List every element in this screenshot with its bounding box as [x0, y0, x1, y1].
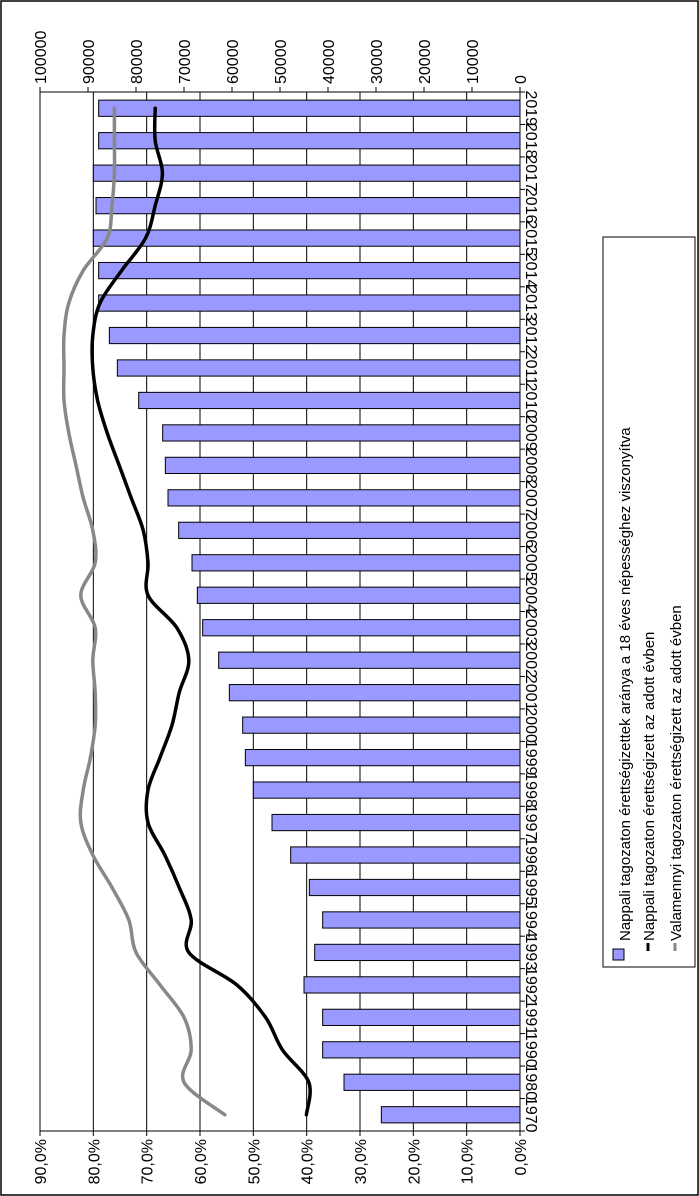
- bar: [228, 684, 521, 702]
- category-tick-label: 1995: [522, 870, 539, 906]
- category-tick-label: 2018: [522, 123, 539, 159]
- bar: [116, 359, 521, 377]
- legend-box: [602, 236, 696, 968]
- category-tick-label: 1991: [522, 1000, 539, 1036]
- secondary-tick-label: 70000: [177, 39, 194, 84]
- secondary-tick-label: 20000: [417, 39, 434, 84]
- bar: [95, 197, 521, 215]
- primary-tick-label: 10,0%: [460, 1139, 477, 1184]
- line-series: [61, 106, 312, 1117]
- bar: [98, 132, 521, 150]
- bar: [98, 261, 521, 280]
- category-tick-label: 1999: [522, 740, 539, 776]
- legend-label-gray-line: Valamennyi tagozaton érettségizett az ad…: [668, 605, 685, 941]
- legend: Nappali tagozaton érettségizettek aránya…: [602, 236, 696, 968]
- legend-label-bar: Nappali tagozaton érettségizettek aránya…: [617, 427, 634, 941]
- bar: [167, 489, 521, 507]
- category-tick-label: 2010: [522, 383, 539, 419]
- bar: [92, 164, 521, 182]
- bar: [290, 846, 521, 864]
- secondary-tick-label: 40000: [321, 39, 338, 84]
- secondary-tick-label: 50000: [273, 39, 290, 84]
- secondary-tick-label: 100000: [33, 31, 50, 84]
- category-tick-label: 2016: [522, 188, 539, 224]
- bar: [380, 1106, 521, 1124]
- category-tick-label: 2015: [522, 220, 539, 256]
- bar: [322, 911, 521, 929]
- bar: [92, 229, 521, 247]
- category-tick-label: 1997: [522, 805, 539, 841]
- bar: [343, 1073, 521, 1091]
- line-valamennyi: [61, 106, 227, 1117]
- bar: [162, 424, 521, 442]
- category-tick-label: 2001: [522, 675, 539, 711]
- bar: [98, 294, 521, 312]
- primary-tick-label: 50,0%: [246, 1139, 263, 1184]
- category-tick-label: 1993: [522, 935, 539, 971]
- bar: [98, 99, 521, 117]
- bar: [244, 748, 521, 767]
- secondary-tick-label: 60000: [225, 39, 242, 84]
- category-tick-label: 2002: [522, 642, 539, 678]
- category-tick-label: 1990: [522, 1032, 539, 1068]
- category-tick-label: 1980: [522, 1065, 539, 1101]
- primary-tick-label: 30,0%: [353, 1139, 370, 1184]
- primary-tick-label: 20,0%: [406, 1139, 423, 1184]
- bar: [252, 781, 521, 799]
- primary-tick-label: 90,0%: [33, 1139, 50, 1184]
- category-tick-label: 2012: [522, 318, 539, 354]
- secondary-tick-label: 80000: [129, 39, 146, 84]
- bar: [108, 326, 521, 345]
- plot-area: [39, 91, 521, 1132]
- bar: [164, 456, 521, 475]
- category-tick-label: 2019: [522, 90, 539, 126]
- primary-tick-label: 80,0%: [86, 1139, 103, 1184]
- line-nappali: [90, 106, 312, 1117]
- primary-tick-label: 60,0%: [193, 1139, 210, 1184]
- category-tick-label: 2009: [522, 415, 539, 451]
- secondary-tick-label: 90000: [81, 39, 98, 84]
- primary-tick-label: 70,0%: [140, 1139, 157, 1184]
- bar: [308, 878, 521, 897]
- bar: [202, 619, 521, 637]
- axes: 0,0% 10,0% 20,0% 30,0% 40,0% 50,0% 60,0% 70,0% 8…: [33, 31, 539, 1185]
- secondary-tick-label: 0: [513, 75, 530, 84]
- category-tick-label: 2000: [522, 707, 539, 743]
- bar-series: [92, 99, 521, 1124]
- bar: [271, 813, 521, 832]
- bar: [242, 716, 521, 734]
- category-tick-label: 1970: [522, 1097, 539, 1133]
- secondary-tick-label: 10000: [465, 39, 482, 84]
- bar: [322, 1041, 521, 1059]
- bar: [303, 976, 521, 994]
- category-tick-label: 2004: [522, 577, 539, 613]
- primary-tick-label: 0,0%: [513, 1139, 530, 1175]
- bar: [178, 521, 521, 539]
- category-tick-label: 1992: [522, 967, 539, 1003]
- category-tick-label: 2011: [522, 351, 539, 386]
- category-tick-label: 2003: [522, 610, 539, 646]
- bar: [196, 586, 521, 604]
- category-tick-label: 2007: [522, 480, 539, 516]
- bar: [191, 554, 521, 572]
- category-tick-label: 2013: [522, 285, 539, 321]
- category-tick-label: 1996: [522, 837, 539, 873]
- bar: [138, 391, 521, 410]
- category-tick-label: 2008: [522, 448, 539, 484]
- category-tick-label: 1998: [522, 772, 539, 808]
- bar: [218, 651, 521, 669]
- legend-bar-swatch: [612, 948, 625, 961]
- category-tick-label: 2006: [522, 513, 539, 549]
- category-tick-label: 2005: [522, 545, 539, 581]
- bar: [314, 943, 521, 962]
- bar: [322, 1008, 521, 1026]
- category-tick-label: 1994: [522, 902, 539, 938]
- category-tick-label: 2014: [522, 253, 539, 289]
- secondary-tick-label: 30000: [369, 39, 386, 84]
- primary-tick-label: 40,0%: [300, 1139, 317, 1184]
- category-tick-label: 2017: [522, 155, 539, 191]
- legend-label-black-line: Nappali tagozaton érettségizett az adott…: [641, 632, 658, 941]
